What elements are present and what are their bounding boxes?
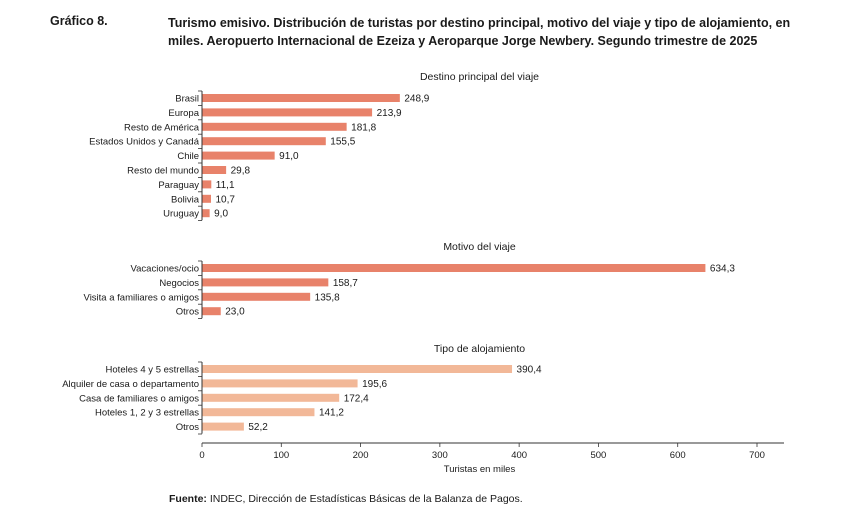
source-label: Fuente: xyxy=(169,493,207,505)
bar-value-label: 634,3 xyxy=(710,264,735,275)
x-tick-label: 700 xyxy=(749,450,765,461)
bar xyxy=(202,194,211,203)
bar-value-label: 135,8 xyxy=(315,292,340,303)
bar xyxy=(202,365,513,373)
panel-title: Motivo del viaje xyxy=(443,241,516,253)
category-label: Hoteles 4 y 5 estrellas xyxy=(106,365,200,376)
category-label: Estados Unidos y Canadá xyxy=(89,137,200,148)
bar-value-label: 11,1 xyxy=(216,180,235,191)
chart-header: Gráfico 8. Turismo emisivo. Distribución… xyxy=(0,0,851,60)
bar xyxy=(202,108,373,117)
category-label: Paraguay xyxy=(158,180,199,191)
bar xyxy=(202,151,275,160)
bar xyxy=(202,137,326,146)
x-tick-label: 500 xyxy=(590,450,606,461)
bar-value-label: 141,2 xyxy=(319,408,344,419)
source-text: INDEC, Dirección de Estadísticas Básicas… xyxy=(206,493,523,505)
category-label: Brasil xyxy=(175,94,199,105)
bar-value-label: 390,4 xyxy=(517,365,542,376)
bar-value-label: 195,6 xyxy=(362,379,387,390)
category-label: Negocios xyxy=(159,278,199,289)
bar xyxy=(202,264,706,272)
category-label: Vacaciones/ocio xyxy=(131,264,199,275)
x-axis-label: Turistas en miles xyxy=(444,464,516,475)
source-note: Fuente: INDEC, Dirección de Estadísticas… xyxy=(169,493,523,505)
bar xyxy=(202,166,227,174)
x-tick-label: 400 xyxy=(511,450,527,461)
category-label: Europa xyxy=(168,108,199,119)
category-label: Uruguay xyxy=(163,209,199,220)
x-tick-label: 0 xyxy=(199,450,204,461)
category-label: Chile xyxy=(177,151,199,162)
bar xyxy=(202,307,221,316)
bar xyxy=(202,422,244,431)
bar-value-label: 29,8 xyxy=(231,166,251,177)
bar-value-label: 181,8 xyxy=(351,122,376,133)
x-tick-label: 600 xyxy=(670,450,686,461)
bar xyxy=(202,122,347,131)
category-label: Resto de América xyxy=(124,122,200,133)
bar-value-label: 10,7 xyxy=(215,194,235,205)
category-label: Alquiler de casa o departamento xyxy=(62,379,199,390)
bar-value-label: 52,2 xyxy=(248,422,268,433)
bar-value-label: 172,4 xyxy=(344,393,369,404)
bar-value-label: 213,9 xyxy=(377,108,402,119)
category-label: Otros xyxy=(176,307,199,318)
bar xyxy=(202,393,340,402)
bar-value-label: 248,9 xyxy=(404,94,429,105)
category-label: Resto del mundo xyxy=(127,166,199,177)
bar xyxy=(202,94,400,102)
category-label: Visita a familiares o amigos xyxy=(84,292,200,303)
bar xyxy=(202,209,210,218)
graphic-number: Gráfico 8. xyxy=(50,14,108,28)
category-label: Otros xyxy=(176,422,199,433)
bar-value-label: 9,0 xyxy=(214,209,228,220)
panel-title: Destino principal del viaje xyxy=(420,71,539,83)
x-tick-label: 200 xyxy=(353,450,369,461)
bar xyxy=(202,408,315,417)
chart-title: Turismo emisivo. Distribución de turista… xyxy=(168,16,791,48)
bar xyxy=(202,278,329,287)
category-label: Casa de familiares o amigos xyxy=(79,393,199,404)
category-label: Hoteles 1, 2 y 3 estrellas xyxy=(95,408,199,419)
bar-value-label: 155,5 xyxy=(330,137,355,148)
x-tick-label: 300 xyxy=(432,450,448,461)
x-tick-label: 100 xyxy=(273,450,289,461)
category-label: Bolivia xyxy=(171,194,200,205)
bar-value-label: 158,7 xyxy=(333,278,358,289)
bar-value-label: 91,0 xyxy=(279,151,299,162)
bar-value-label: 23,0 xyxy=(225,307,245,318)
bar xyxy=(202,292,311,301)
panel-title: Tipo de alojamiento xyxy=(434,343,525,355)
bar xyxy=(202,379,358,388)
bar xyxy=(202,180,212,189)
